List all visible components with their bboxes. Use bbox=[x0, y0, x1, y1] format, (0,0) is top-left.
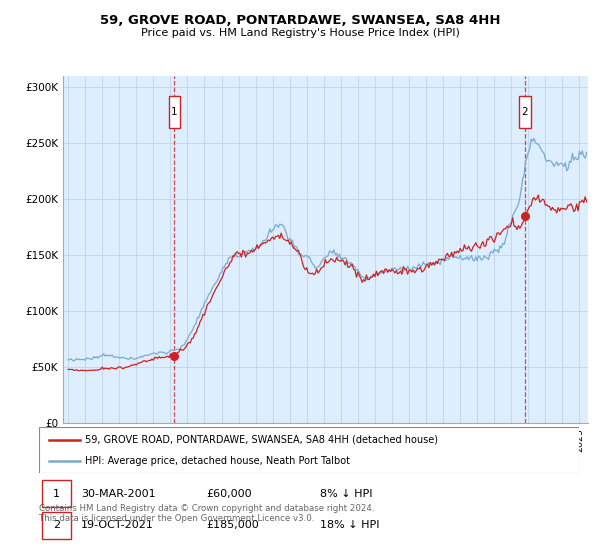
Text: 8% ↓ HPI: 8% ↓ HPI bbox=[320, 489, 372, 499]
Text: Contains HM Land Registry data © Crown copyright and database right 2024.: Contains HM Land Registry data © Crown c… bbox=[39, 504, 374, 513]
Text: 30-MAR-2001: 30-MAR-2001 bbox=[81, 489, 156, 499]
Text: 59, GROVE ROAD, PONTARDAWE, SWANSEA, SA8 4HH (detached house): 59, GROVE ROAD, PONTARDAWE, SWANSEA, SA8… bbox=[85, 435, 438, 445]
FancyBboxPatch shape bbox=[169, 96, 181, 128]
Text: This data is licensed under the Open Government Licence v3.0.: This data is licensed under the Open Gov… bbox=[39, 514, 314, 523]
Text: 18% ↓ HPI: 18% ↓ HPI bbox=[320, 520, 379, 530]
Text: 1: 1 bbox=[171, 107, 178, 117]
Text: 59, GROVE ROAD, PONTARDAWE, SWANSEA, SA8 4HH: 59, GROVE ROAD, PONTARDAWE, SWANSEA, SA8… bbox=[100, 14, 500, 27]
FancyBboxPatch shape bbox=[42, 512, 71, 539]
FancyBboxPatch shape bbox=[519, 96, 531, 128]
Text: HPI: Average price, detached house, Neath Port Talbot: HPI: Average price, detached house, Neat… bbox=[85, 456, 350, 466]
Text: 2: 2 bbox=[53, 520, 60, 530]
Text: 19-OCT-2021: 19-OCT-2021 bbox=[81, 520, 154, 530]
FancyBboxPatch shape bbox=[42, 480, 71, 507]
Text: 1: 1 bbox=[53, 489, 60, 499]
Text: £185,000: £185,000 bbox=[206, 520, 259, 530]
FancyBboxPatch shape bbox=[39, 427, 579, 473]
Text: £60,000: £60,000 bbox=[206, 489, 252, 499]
Text: 2: 2 bbox=[521, 107, 528, 117]
Text: Price paid vs. HM Land Registry's House Price Index (HPI): Price paid vs. HM Land Registry's House … bbox=[140, 28, 460, 38]
